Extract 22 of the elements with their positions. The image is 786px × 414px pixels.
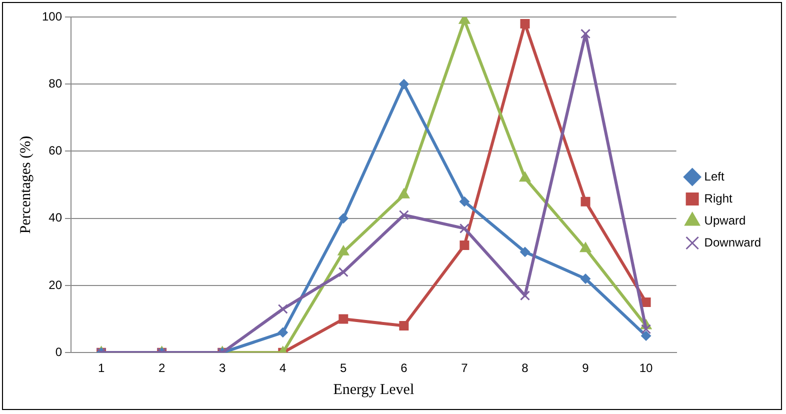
y-tick-label: 0 — [55, 344, 62, 359]
y-tick-label: 60 — [48, 144, 62, 158]
x-tick-label: 3 — [219, 361, 226, 376]
y-axis-title: Percentages (%) — [18, 136, 34, 234]
x-tick-label: 7 — [461, 361, 468, 376]
y-tick-label: 80 — [48, 76, 62, 90]
x-tick-label: 10 — [639, 361, 654, 376]
x-tick-label: 9 — [582, 361, 590, 376]
legend-label: Left — [704, 169, 725, 184]
x-tick-label: 6 — [400, 361, 408, 376]
legend-label: Right — [704, 191, 733, 206]
x-tick-label: 2 — [158, 361, 166, 376]
legend-label: Downward — [704, 235, 762, 250]
legend-label: Upward — [704, 213, 746, 228]
x-axis-title: Energy Level — [333, 382, 414, 398]
x-tick-label: 4 — [280, 361, 287, 376]
x-tick-label: 8 — [522, 361, 529, 376]
y-tick-label: 20 — [48, 278, 62, 292]
y-tick-label: 100 — [42, 9, 62, 24]
y-tick-label: 40 — [48, 210, 62, 225]
x-tick-label: 5 — [340, 361, 348, 376]
x-tick-label: 1 — [98, 361, 105, 376]
